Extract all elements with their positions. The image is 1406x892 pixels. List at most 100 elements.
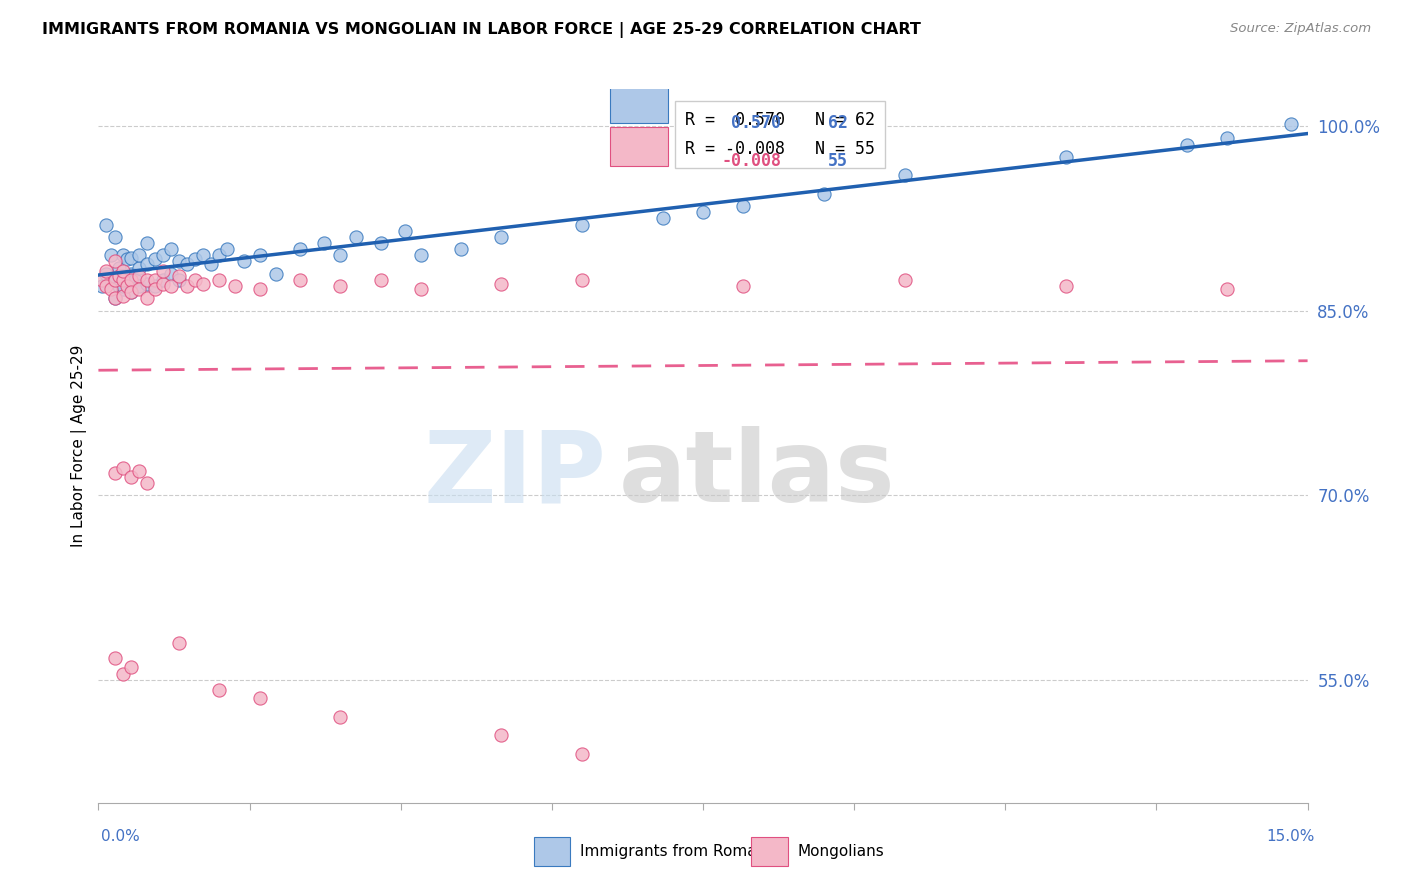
Point [120, 285, 142, 300]
Point [571, 218, 593, 232]
Point [409, 281, 432, 295]
Point [120, 285, 142, 300]
Text: Immigrants from Romania: Immigrants from Romania [579, 844, 779, 859]
Point [120, 469, 142, 483]
Point [103, 273, 125, 287]
Point [128, 279, 150, 293]
Point [1175, 137, 1198, 152]
Point [143, 281, 166, 295]
Point [1054, 150, 1077, 164]
Point [128, 281, 150, 295]
Point [208, 273, 231, 287]
Point [184, 252, 207, 266]
Point [329, 248, 352, 262]
Point [394, 224, 416, 238]
Point [120, 660, 142, 674]
Point [143, 273, 166, 287]
Point [893, 169, 915, 183]
Point [103, 650, 125, 665]
Point [124, 273, 146, 287]
Point [249, 248, 271, 262]
Point [120, 273, 142, 287]
Point [893, 273, 915, 287]
Point [103, 291, 125, 305]
Point [91, 279, 114, 293]
Text: 62: 62 [828, 114, 848, 132]
Point [96, 279, 118, 293]
Point [1281, 117, 1303, 131]
Point [115, 279, 138, 293]
Point [135, 475, 157, 490]
Point [491, 728, 513, 742]
Point [1054, 279, 1077, 293]
Point [152, 277, 174, 291]
Point [1216, 281, 1239, 295]
Point [96, 218, 118, 232]
Point [135, 291, 157, 305]
Point [314, 235, 336, 250]
Point [100, 281, 122, 295]
Point [232, 254, 254, 268]
Point [160, 279, 183, 293]
Point [111, 666, 134, 681]
Point [167, 636, 190, 650]
Point [128, 260, 150, 275]
Text: -0.008: -0.008 [721, 152, 782, 170]
Point [135, 277, 157, 291]
Text: Mongolians: Mongolians [797, 844, 884, 859]
Text: ZIP: ZIP [423, 426, 606, 523]
Point [107, 269, 129, 284]
Point [120, 251, 142, 265]
Text: 0.0%: 0.0% [101, 830, 141, 844]
Point [128, 269, 150, 284]
Point [135, 235, 157, 250]
Point [91, 273, 114, 287]
Point [128, 248, 150, 262]
Point [120, 267, 142, 281]
Point [103, 230, 125, 244]
Point [208, 682, 231, 697]
Point [692, 205, 714, 219]
Bar [751, 837, 787, 865]
Point [176, 257, 198, 271]
Point [111, 281, 134, 295]
Point [217, 242, 239, 256]
Point [115, 273, 138, 287]
Text: 55: 55 [828, 152, 848, 170]
Point [249, 691, 271, 706]
Point [100, 248, 122, 262]
Point [176, 279, 198, 293]
Point [96, 267, 118, 281]
Point [111, 273, 134, 287]
Point [152, 264, 174, 278]
Point [409, 248, 432, 262]
Point [491, 277, 513, 291]
Point [1216, 131, 1239, 145]
Point [288, 242, 311, 256]
Point [450, 242, 472, 256]
Point [111, 264, 134, 278]
Text: R =  0.570   N = 62
R = -0.008   N = 55: R = 0.570 N = 62 R = -0.008 N = 55 [685, 111, 875, 158]
Point [128, 464, 150, 478]
Point [111, 279, 134, 293]
Point [107, 279, 129, 293]
Point [249, 281, 271, 295]
Point [167, 269, 190, 284]
Bar [610, 84, 668, 123]
Point [200, 257, 222, 271]
Bar [610, 127, 668, 166]
Point [184, 273, 207, 287]
Point [160, 267, 183, 281]
Point [111, 248, 134, 262]
Point [107, 260, 129, 275]
Point [329, 709, 352, 723]
Point [733, 199, 755, 213]
Point [733, 279, 755, 293]
Point [344, 230, 367, 244]
Point [370, 273, 392, 287]
Point [491, 230, 513, 244]
Point [167, 254, 190, 268]
Point [111, 269, 134, 284]
Point [370, 235, 392, 250]
Point [100, 273, 122, 287]
